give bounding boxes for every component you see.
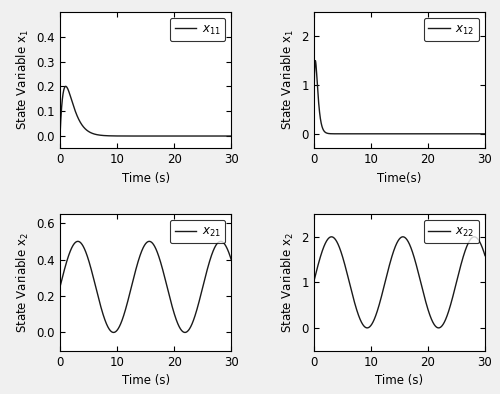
Y-axis label: State Variable x$_2$: State Variable x$_2$: [15, 232, 31, 333]
Legend: $x_{12}$: $x_{12}$: [424, 18, 479, 41]
Y-axis label: State Variable x$_1$: State Variable x$_1$: [280, 30, 295, 130]
X-axis label: Time(s): Time(s): [377, 172, 422, 185]
X-axis label: Time (s): Time (s): [122, 172, 170, 185]
Legend: $x_{11}$: $x_{11}$: [170, 18, 226, 41]
X-axis label: Time (s): Time (s): [122, 374, 170, 387]
Y-axis label: State Variable x$_1$: State Variable x$_1$: [15, 30, 31, 130]
X-axis label: Time (s): Time (s): [376, 374, 424, 387]
Legend: $x_{21}$: $x_{21}$: [170, 220, 226, 243]
Y-axis label: State Variable x$_2$: State Variable x$_2$: [280, 232, 295, 333]
Legend: $x_{22}$: $x_{22}$: [424, 220, 479, 243]
